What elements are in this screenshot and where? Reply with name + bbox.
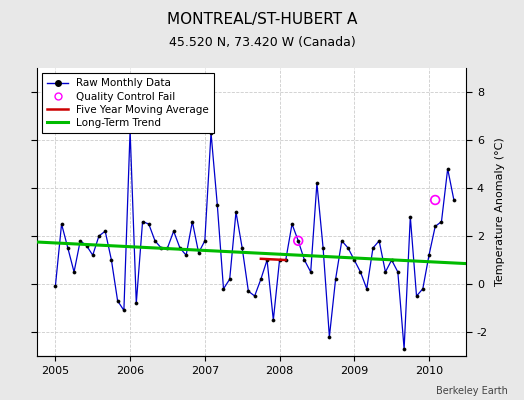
Text: 45.520 N, 73.420 W (Canada): 45.520 N, 73.420 W (Canada) (169, 36, 355, 49)
Text: MONTREAL/ST-HUBERT A: MONTREAL/ST-HUBERT A (167, 12, 357, 27)
Point (294, 238, 302, 244)
Text: Berkeley Earth: Berkeley Earth (436, 386, 508, 396)
Point (431, 197, 440, 203)
Legend: Raw Monthly Data, Quality Control Fail, Five Year Moving Average, Long-Term Tren: Raw Monthly Data, Quality Control Fail, … (42, 73, 214, 133)
Y-axis label: Temperature Anomaly (°C): Temperature Anomaly (°C) (495, 138, 505, 286)
